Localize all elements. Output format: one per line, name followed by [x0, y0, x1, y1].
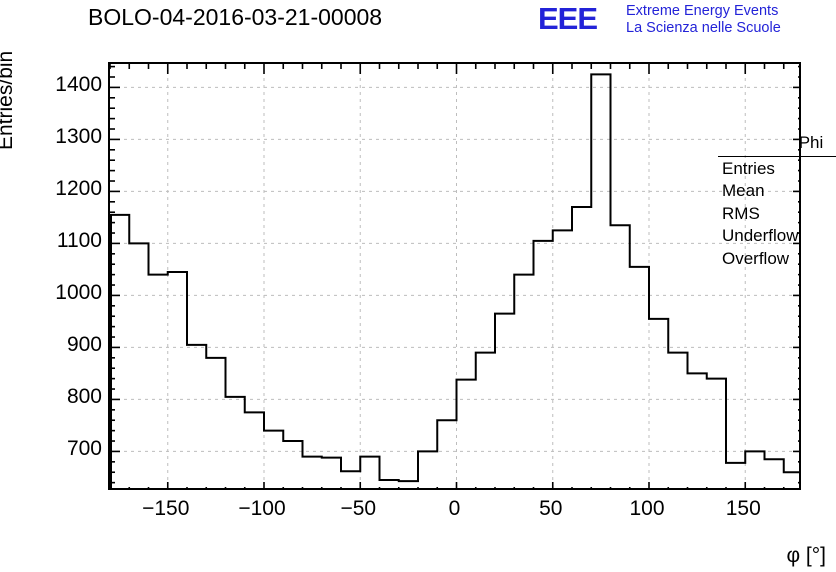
eee-logo-line1: Extreme Energy Events: [626, 3, 779, 19]
y-tick-label: 700: [66, 437, 102, 461]
stats-row-label: RMS: [722, 203, 760, 223]
x-axis-label: φ [°]: [786, 544, 826, 567]
stats-box: Phi Entries43748Mean2.144RMS106.7Underfl…: [718, 132, 836, 270]
stats-row-label: Underflow: [722, 226, 799, 245]
y-tick-label: 1400: [55, 73, 102, 97]
stats-rows: Entries43748Mean2.144RMS106.7Underflow0O…: [718, 158, 836, 271]
stats-row: RMS106.7: [718, 203, 836, 226]
eee-logo-line2: La Scienza nelle Scuole: [626, 20, 781, 36]
plot-area: [110, 64, 799, 488]
page-title: BOLO-04-2016-03-21-00008: [88, 4, 383, 30]
eee-logo-text: Extreme Energy Events La Scienza nelle S…: [626, 3, 781, 37]
y-tick-label: 1300: [55, 125, 102, 149]
x-tick-label: −50: [340, 497, 377, 520]
histogram-curve: [110, 73, 799, 488]
x-tick-label: −150: [142, 497, 190, 520]
axis-ticks: [110, 64, 799, 488]
stats-row-label: Overflow: [722, 248, 790, 268]
stats-rule: [718, 155, 836, 157]
stats-row: Overflow0: [718, 248, 836, 271]
x-tick-label: 50: [539, 497, 563, 520]
stats-row: Underflow0: [718, 225, 836, 248]
y-tick-label: 800: [66, 385, 102, 409]
y-tick-label: 1000: [55, 281, 102, 305]
eee-logo-mark: EEE: [538, 1, 598, 36]
stats-row: Mean2.144: [718, 180, 836, 203]
stats-title: Phi: [798, 133, 824, 152]
x-tick-label: 100: [629, 497, 665, 520]
y-axis-label: Entries/bin: [0, 50, 17, 150]
stats-row-label: Entries: [722, 158, 775, 178]
y-tick-label: 1200: [55, 177, 102, 201]
grid-lines: [110, 64, 799, 488]
x-tick-label: 0: [448, 497, 461, 520]
y-tick-label: 1100: [56, 229, 102, 253]
plot-frame: Phi Entries43748Mean2.144RMS106.7Underfl…: [108, 62, 836, 490]
eee-logo: EEE Extreme Energy Events La Scienza nel…: [538, 1, 834, 41]
x-tick-label: −100: [238, 497, 286, 520]
stats-row: Entries43748: [718, 158, 836, 181]
stats-row-label: Mean: [722, 181, 765, 200]
x-tick-label: 150: [725, 497, 761, 520]
y-tick-label: 900: [66, 333, 102, 357]
